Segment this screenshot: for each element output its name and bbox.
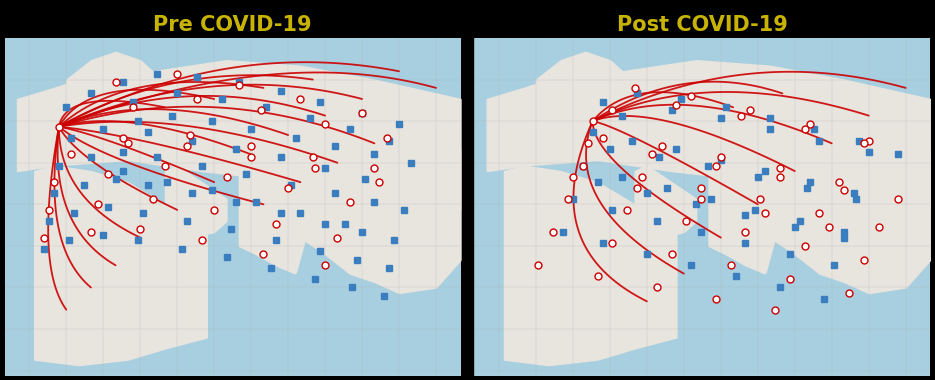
Title: Pre COVID-19: Pre COVID-19 [153, 15, 312, 35]
Title: Post COVID-19: Post COVID-19 [617, 15, 788, 35]
